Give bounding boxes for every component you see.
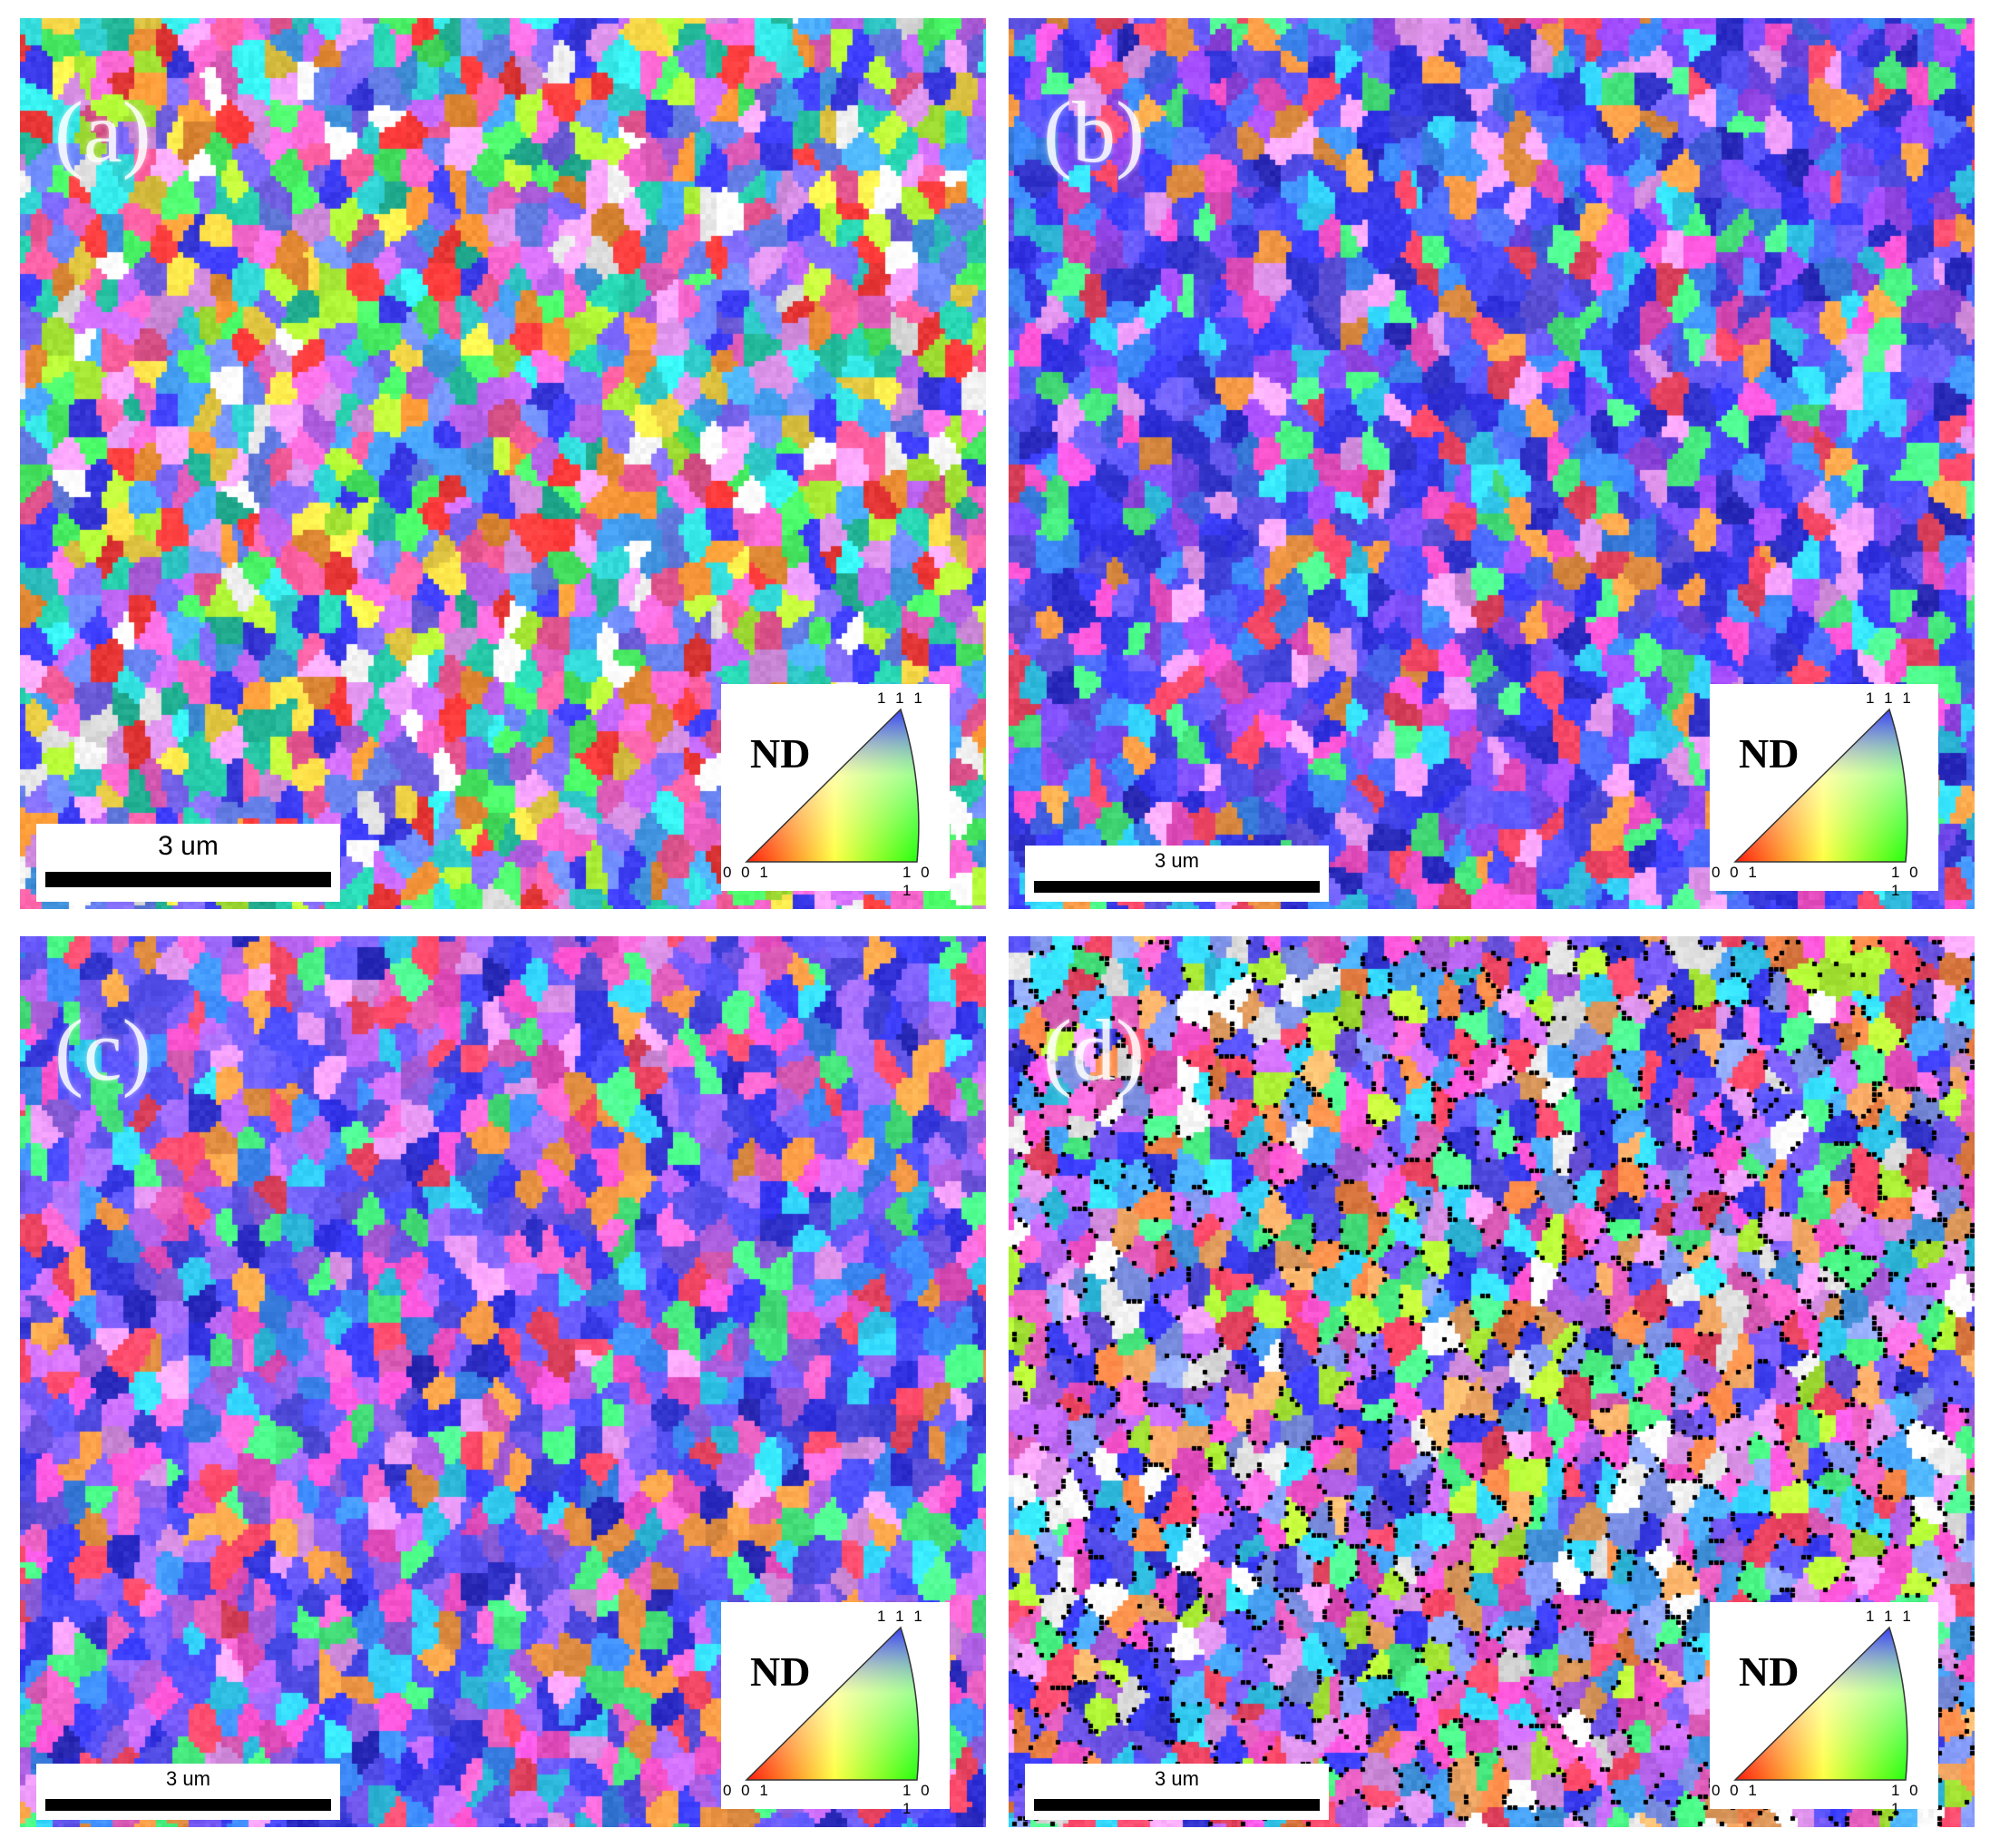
scale-bar-a: 3 um: [36, 824, 340, 902]
pole-001-label-c: 0 0 1: [723, 1782, 771, 1799]
pole-001-label-a: 0 0 1: [723, 864, 771, 881]
ipf-legend-b: ND 1 1 1 0 0 1 1 0 1: [1710, 684, 1938, 899]
scale-bar-text-a: 3 um: [158, 831, 219, 861]
ebsd-map-panel-c: (c) 3 um ND 1 1 1 0 0 1 1 0 1: [20, 936, 986, 1827]
ipf-triangle-icon: [745, 1626, 920, 1781]
ipf-legend-d: ND 1 1 1 0 0 1 1 0 1: [1710, 1602, 1938, 1817]
scale-bar-d: 3 um: [1025, 1764, 1329, 1820]
ipf-legend-c: ND 1 1 1 0 0 1 1 0 1: [721, 1602, 950, 1817]
legend-axis-label-a: ND: [750, 730, 811, 777]
legend-axis-label-b: ND: [1739, 730, 1800, 777]
panel-label-b: (b): [1043, 83, 1145, 181]
panel-label-c: (c): [54, 1002, 151, 1099]
ipf-triangle-icon: [1733, 708, 1908, 863]
ipf-triangle-icon: [745, 708, 920, 863]
scale-bar-text-c: 3 um: [166, 1767, 210, 1790]
legend-axis-label-c: ND: [750, 1648, 811, 1695]
scale-bar-c: 3 um: [36, 1764, 340, 1820]
ipf-legend-a: ND 1 1 1 0 0 1 1 0 1: [721, 684, 950, 899]
pole-101-label-a: 1 0 1: [902, 864, 932, 899]
pole-101-label-b: 1 0 1: [1891, 864, 1921, 899]
pole-111-label-a: 1 1 1: [877, 689, 925, 707]
scale-bar-line-b: [1034, 881, 1320, 893]
ebsd-map-panel-a: (a) 3 um ND 1 1 1 0 0 1 1 0 1: [20, 18, 986, 909]
ipf-triangle-icon: [1733, 1626, 1908, 1781]
scale-bar-b: 3 um: [1025, 846, 1329, 902]
pole-111-label-c: 1 1 1: [877, 1608, 925, 1625]
scale-bar-line-c: [45, 1799, 331, 1811]
scale-bar-line-d: [1034, 1799, 1320, 1811]
panel-label-d: (d): [1043, 1002, 1145, 1099]
pole-111-label-d: 1 1 1: [1866, 1608, 1914, 1625]
panel-label-a: (a): [54, 83, 151, 181]
pole-001-label-b: 0 0 1: [1712, 864, 1760, 881]
ebsd-map-panel-b: (b) 3 um ND 1 1 1 0 0 1 1 0 1: [1009, 18, 1975, 909]
scale-bar-line-a: [45, 872, 331, 887]
pole-111-label-b: 1 1 1: [1866, 689, 1914, 707]
ebsd-map-panel-d: (d) 3 um ND 1 1 1 0 0 1 1 0 1: [1009, 936, 1975, 1827]
scale-bar-text-d: 3 um: [1155, 1767, 1199, 1790]
pole-001-label-d: 0 0 1: [1712, 1782, 1760, 1799]
legend-axis-label-d: ND: [1739, 1648, 1800, 1695]
pole-101-label-c: 1 0 1: [902, 1782, 932, 1817]
scale-bar-text-b: 3 um: [1155, 849, 1199, 872]
pole-101-label-d: 1 0 1: [1891, 1782, 1921, 1817]
